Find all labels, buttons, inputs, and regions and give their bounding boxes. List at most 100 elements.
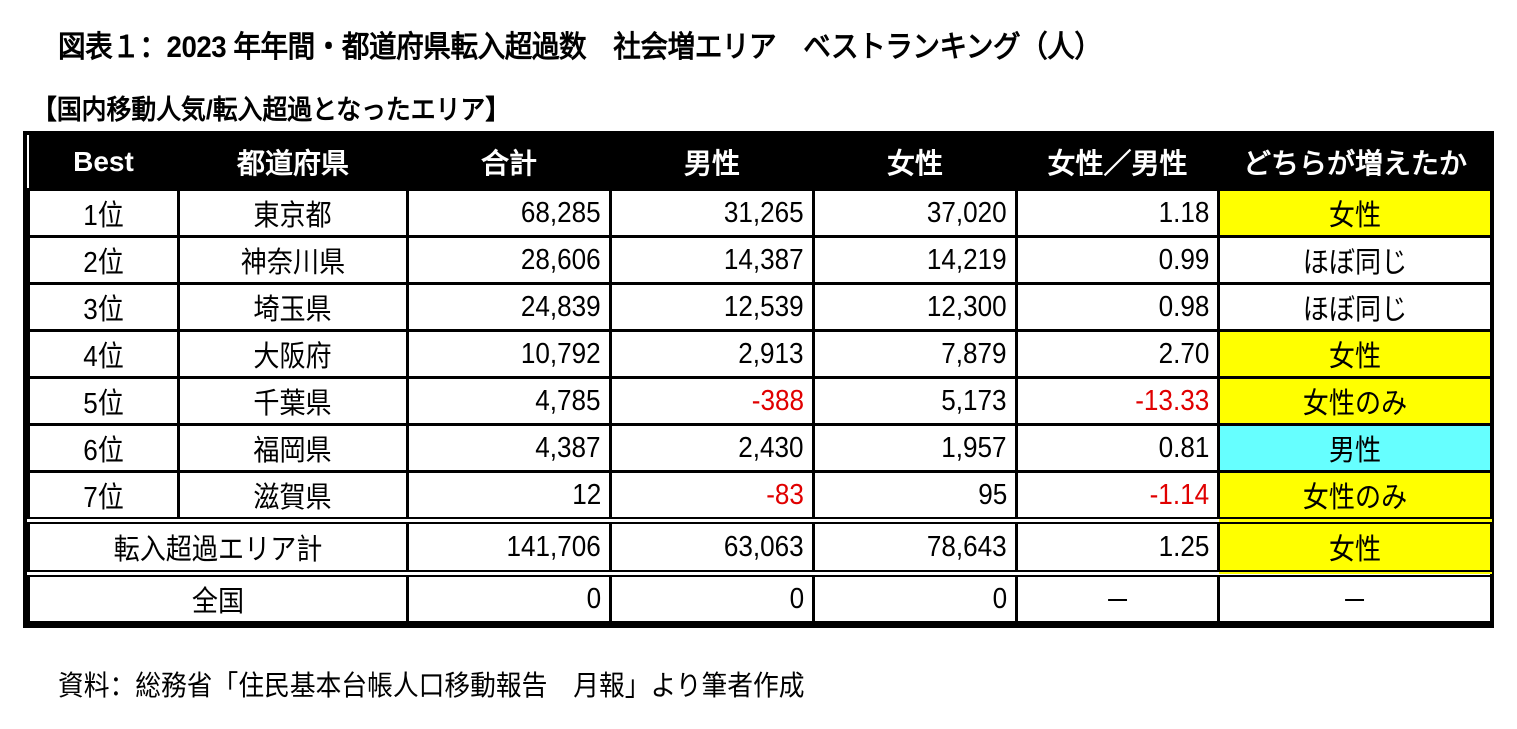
- prefecture-cell-text: 大阪府: [253, 341, 333, 373]
- which-cell-text: 女性: [1328, 341, 1382, 373]
- male-cell: 31,265: [609, 188, 815, 238]
- male-cell: 2,913: [609, 329, 815, 379]
- nation-ratio-cell-text: －: [1104, 586, 1131, 618]
- table-header-row: Best 都道府県 合計 男性 女性 女性／男性 どちらが増えたか: [28, 135, 1492, 190]
- header-total: 合計: [407, 135, 611, 190]
- rank-cell: 4位: [27, 329, 180, 379]
- total-cell: 10,792: [406, 329, 612, 379]
- total-cell: 4,387: [406, 423, 612, 473]
- rank-cell: 3位: [27, 282, 180, 332]
- ratio-cell: 0.81: [1015, 423, 1220, 473]
- total-male-cell-text: 63,063: [724, 530, 804, 563]
- female-cell-text: 7,879: [941, 337, 1007, 370]
- rank-cell-text: 7位: [83, 482, 124, 514]
- rank-cell: 7位: [27, 470, 180, 522]
- table-row: 4位 大阪府 10,792 2,913 7,879 2.70 女性: [27, 329, 1493, 379]
- header-rank: Best: [28, 135, 179, 190]
- rank-cell-text: 3位: [83, 294, 124, 326]
- which-cell: 男性: [1217, 423, 1493, 473]
- figure-title: 図表１：2023 年年間・都道府県転入超過数 社会増エリア ベストランキング（人…: [58, 31, 1102, 64]
- total-which-cell: 女性: [1217, 517, 1493, 575]
- ratio-cell-text: 0.98: [1158, 290, 1209, 323]
- total-total-cell: 141,706: [406, 517, 612, 575]
- female-cell-text: 14,219: [927, 243, 1007, 276]
- total-which-cell-text: 女性: [1328, 534, 1382, 566]
- table-row: 1位 東京都 68,285 31,265 37,020 1.18 女性: [27, 188, 1493, 238]
- which-cell-text: 女性: [1328, 200, 1382, 232]
- female-cell-text: 37,020: [927, 196, 1007, 229]
- male-cell-text: 14,387: [724, 243, 804, 276]
- female-cell: 1,957: [812, 423, 1018, 473]
- prefecture-cell-text: 埼玉県: [253, 294, 333, 326]
- female-cell: 37,020: [812, 188, 1018, 238]
- prefecture-cell-text: 神奈川県: [240, 247, 346, 279]
- total-label-cell-text: 転入超過エリア計: [113, 534, 323, 566]
- male-cell-text: 12,539: [724, 290, 804, 323]
- nation-total-cell: 0: [406, 570, 612, 624]
- nation-label-cell: 全国: [27, 570, 409, 624]
- female-cell: 14,219: [812, 235, 1018, 285]
- ratio-cell-text: -1.14: [1149, 478, 1209, 511]
- total-cell: 28,606: [406, 235, 612, 285]
- prefecture-cell: 東京都: [177, 188, 409, 238]
- ratio-cell: 1.18: [1015, 188, 1220, 238]
- ranking-table: Best 都道府県 合計 男性 女性 女性／男性 どちらが増えたか 1位 東京都 6…: [27, 135, 1493, 624]
- male-cell: 2,430: [609, 423, 815, 473]
- which-cell: ほぼ同じ: [1217, 282, 1493, 332]
- male-cell-text: -388: [751, 384, 804, 417]
- total-cell-text: 24,839: [521, 290, 601, 323]
- prefecture-cell: 滋賀県: [177, 470, 409, 522]
- prefecture-cell: 神奈川県: [177, 235, 409, 285]
- nation-which-cell: －: [1217, 570, 1493, 624]
- which-cell-text: ほぼ同じ: [1302, 294, 1408, 326]
- which-cell-text: 女性のみ: [1302, 482, 1408, 514]
- which-cell: ほぼ同じ: [1217, 235, 1493, 285]
- ratio-cell-text: 0.81: [1158, 431, 1209, 464]
- ranking-table-container: Best 都道府県 合計 男性 女性 女性／男性 どちらが増えたか 1位 東京都 6…: [23, 131, 1494, 628]
- which-cell: 女性: [1217, 188, 1493, 238]
- female-cell-text: 12,300: [927, 290, 1007, 323]
- which-cell: 女性のみ: [1217, 376, 1493, 426]
- female-cell: 5,173: [812, 376, 1018, 426]
- rank-cell: 6位: [27, 423, 180, 473]
- female-cell: 95: [812, 470, 1018, 522]
- male-cell-text: -83: [766, 478, 804, 511]
- total-label-cell: 転入超過エリア計: [27, 517, 409, 575]
- female-cell-text: 95: [977, 478, 1007, 511]
- total-row: 転入超過エリア計 141,706 63,063 78,643 1.25 女性: [27, 517, 1493, 575]
- prefecture-cell-text: 滋賀県: [253, 482, 333, 514]
- male-cell: -388: [609, 376, 815, 426]
- ratio-cell: 0.99: [1015, 235, 1220, 285]
- total-female-cell-text: 78,643: [927, 530, 1007, 563]
- prefecture-cell: 福岡県: [177, 423, 409, 473]
- nation-male-cell-text: 0: [789, 582, 804, 615]
- which-cell: 女性: [1217, 329, 1493, 379]
- male-cell: 12,539: [609, 282, 815, 332]
- which-cell-text: ほぼ同じ: [1302, 247, 1408, 279]
- total-cell-text: 10,792: [521, 337, 601, 370]
- nation-ratio-cell: －: [1015, 570, 1220, 624]
- table-row: 7位 滋賀県 12 -83 95 -1.14 女性のみ: [27, 470, 1493, 522]
- nation-female-cell-text: 0: [992, 582, 1007, 615]
- rank-cell-text: 4位: [83, 341, 124, 373]
- table-row: 5位 千葉県 4,785 -388 5,173 -13.33 女性のみ: [27, 376, 1493, 426]
- female-cell: 7,879: [812, 329, 1018, 379]
- female-cell-text: 1,957: [941, 431, 1007, 464]
- ratio-cell-text: 1.18: [1158, 196, 1209, 229]
- header-which: どちらが増えたか: [1218, 135, 1492, 190]
- rank-cell-text: 5位: [83, 388, 124, 420]
- which-cell-text: 男性: [1328, 435, 1382, 467]
- rank-cell: 1位: [27, 188, 180, 238]
- table-row: 3位 埼玉県 24,839 12,539 12,300 0.98 ほぼ同じ: [27, 282, 1493, 332]
- male-cell-text: 2,913: [738, 337, 804, 370]
- ratio-cell: -13.33: [1015, 376, 1220, 426]
- nation-total-cell-text: 0: [586, 582, 601, 615]
- ratio-cell-text: -13.33: [1134, 384, 1209, 417]
- total-cell-text: 68,285: [521, 196, 601, 229]
- table-row: 6位 福岡県 4,387 2,430 1,957 0.81 男性: [27, 423, 1493, 473]
- table-row: 2位 神奈川県 28,606 14,387 14,219 0.99 ほぼ同じ: [27, 235, 1493, 285]
- header-male: 男性: [610, 135, 814, 190]
- male-cell-text: 31,265: [724, 196, 804, 229]
- total-cell-text: 4,387: [535, 431, 601, 464]
- total-cell-text: 28,606: [521, 243, 601, 276]
